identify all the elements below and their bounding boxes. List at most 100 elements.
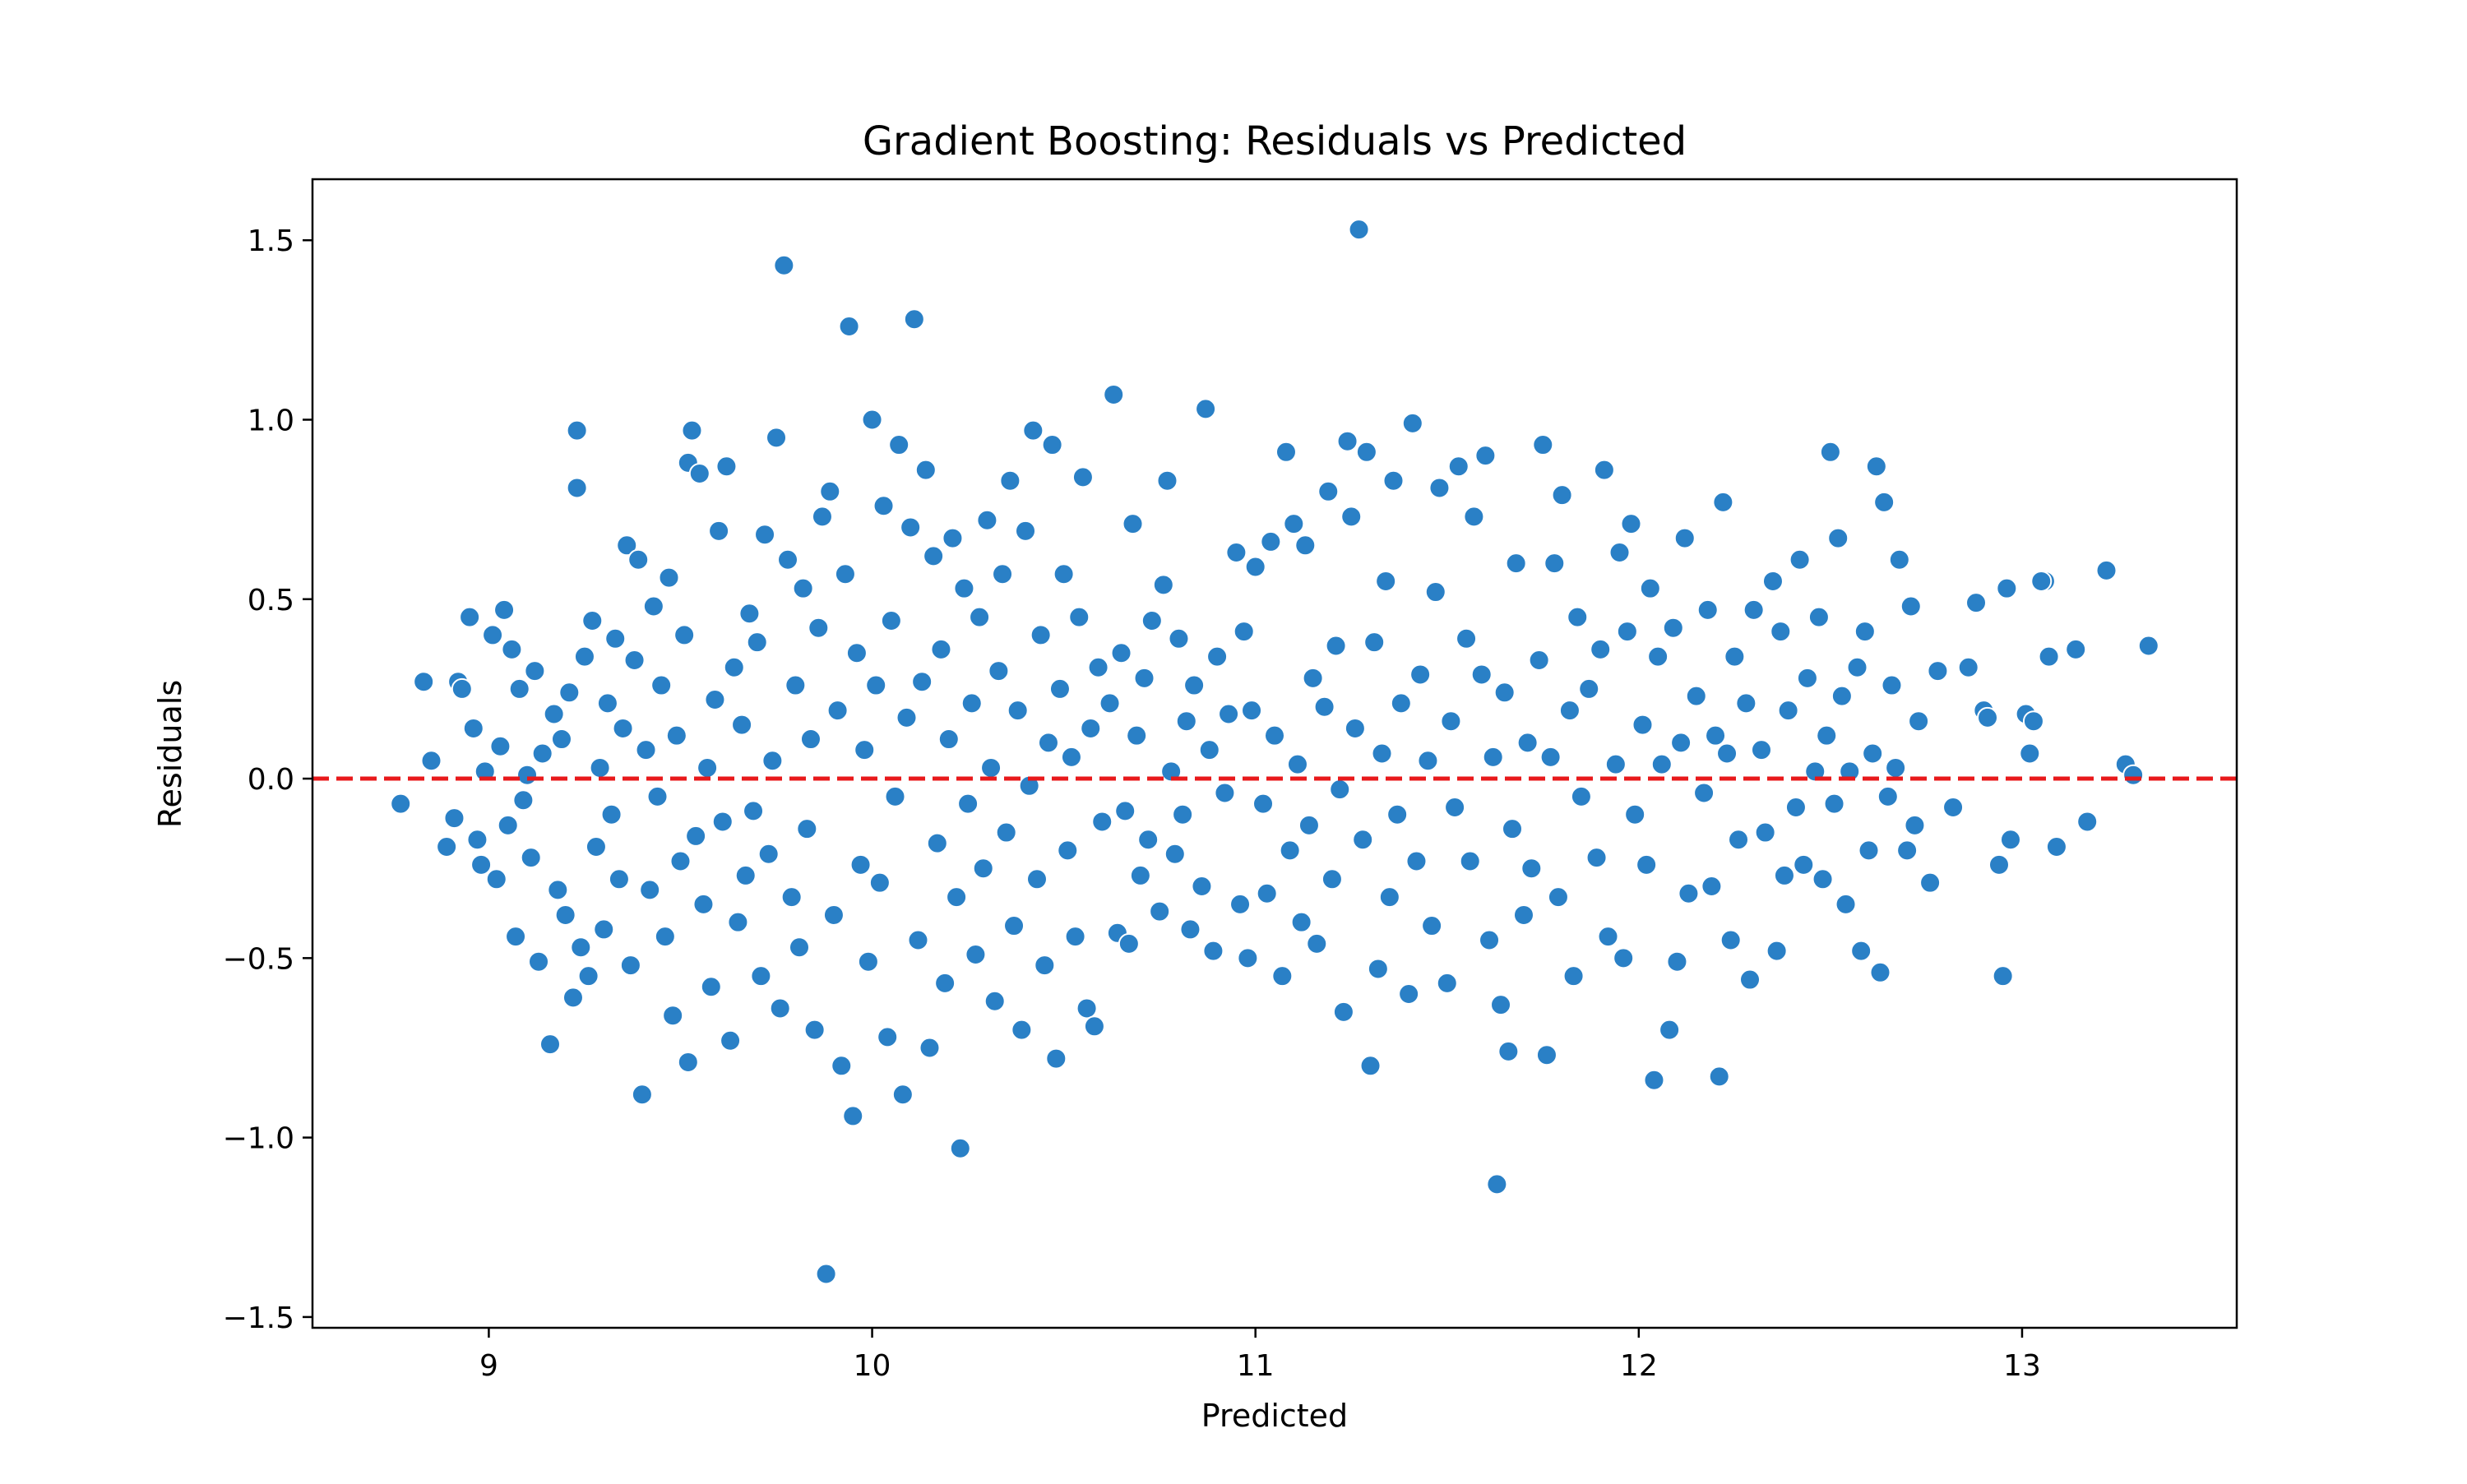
data-point: [942, 527, 964, 549]
data-point: [1126, 724, 1148, 747]
data-point: [757, 843, 780, 865]
data-point: [930, 638, 952, 660]
data-point: [877, 1026, 899, 1048]
data-point: [1996, 577, 2018, 599]
data-point: [1754, 821, 1776, 844]
data-point: [1398, 982, 1420, 1005]
data-point: [1048, 677, 1071, 700]
data-point: [1585, 847, 1608, 869]
data-point: [1053, 563, 1075, 585]
data-point: [420, 750, 442, 772]
x-tick-label: 9: [479, 1349, 498, 1383]
data-point: [2122, 764, 2145, 786]
data-point: [1110, 642, 1132, 664]
data-point: [1241, 700, 1263, 722]
data-point: [854, 739, 876, 761]
y-tick-label: −0.5: [223, 942, 294, 976]
data-point: [1678, 882, 1700, 904]
y-tick-label: −1.0: [223, 1122, 294, 1156]
data-point: [1965, 592, 1988, 614]
data-point: [658, 566, 680, 589]
data-point: [516, 764, 539, 786]
data-point: [1264, 724, 1285, 747]
data-point: [1719, 929, 1742, 951]
data-point: [1218, 703, 1240, 725]
data-point: [596, 692, 618, 714]
data-point: [1636, 853, 1658, 876]
data-point: [631, 1084, 653, 1106]
data-point: [1302, 667, 1324, 689]
data-point: [1421, 915, 1443, 937]
data-point: [390, 793, 412, 815]
data-point: [1103, 383, 1125, 405]
data-point: [1551, 484, 1573, 506]
data-point: [1348, 219, 1370, 241]
data-point: [665, 724, 687, 747]
data-point: [459, 606, 481, 628]
y-tick-label: 0.0: [248, 763, 294, 797]
data-point: [1999, 829, 2021, 851]
data-point: [1191, 876, 1213, 898]
data-point: [1701, 876, 1723, 898]
data-point: [1252, 793, 1275, 815]
data-point: [1544, 552, 1566, 575]
data-point: [1743, 599, 1765, 621]
data-point: [1447, 455, 1470, 478]
data-point: [1371, 742, 1393, 765]
data-point: [1562, 965, 1585, 987]
data-point: [1375, 570, 1397, 592]
data-point: [946, 886, 968, 908]
data-point: [1325, 635, 1347, 657]
data-point: [911, 671, 933, 693]
x-tick-label: 11: [1237, 1349, 1275, 1383]
data-point: [1616, 621, 1638, 643]
data-point: [1927, 660, 1949, 682]
data-point: [443, 807, 465, 830]
data-point: [1716, 742, 1738, 765]
data-point: [1332, 1001, 1354, 1023]
data-point: [766, 427, 788, 449]
data-point: [1168, 627, 1190, 650]
data-point: [838, 315, 860, 337]
data-point: [727, 911, 749, 933]
data-point: [493, 599, 516, 621]
data-point: [746, 631, 768, 654]
data-point: [957, 793, 979, 815]
data-point: [723, 656, 745, 678]
data-point: [891, 1084, 914, 1106]
data-point: [662, 1005, 684, 1027]
y-axis-label: Residuals: [152, 680, 188, 828]
data-point: [1382, 469, 1405, 492]
data-point: [1114, 800, 1136, 822]
data-point: [1831, 685, 1853, 707]
data-point: [1352, 829, 1374, 851]
data-point: [692, 893, 715, 915]
data-point: [520, 847, 542, 869]
data-point: [715, 455, 738, 478]
data-point: [1118, 932, 1140, 955]
data-point: [1237, 947, 1259, 969]
data-point: [872, 495, 895, 517]
data-point: [808, 617, 830, 639]
data-point: [1570, 785, 1592, 807]
data-point: [750, 965, 772, 987]
data-point: [650, 674, 673, 696]
data-point: [995, 821, 1017, 844]
data-point: [1888, 548, 1910, 571]
data-point: [573, 645, 595, 668]
x-tick-label: 13: [2003, 1349, 2041, 1383]
data-point: [677, 1051, 699, 1073]
data-point: [1256, 882, 1278, 904]
data-point: [543, 703, 565, 725]
data-point: [1647, 645, 1669, 668]
data-point: [1620, 513, 1642, 535]
data-point: [777, 548, 799, 571]
data-point: [669, 850, 692, 872]
data-point: [1233, 621, 1255, 643]
data-point: [1025, 868, 1048, 890]
data-point: [969, 606, 991, 628]
data-point: [845, 642, 868, 664]
data-point: [685, 825, 707, 847]
data-point: [769, 997, 791, 1019]
data-point: [1528, 649, 1550, 671]
